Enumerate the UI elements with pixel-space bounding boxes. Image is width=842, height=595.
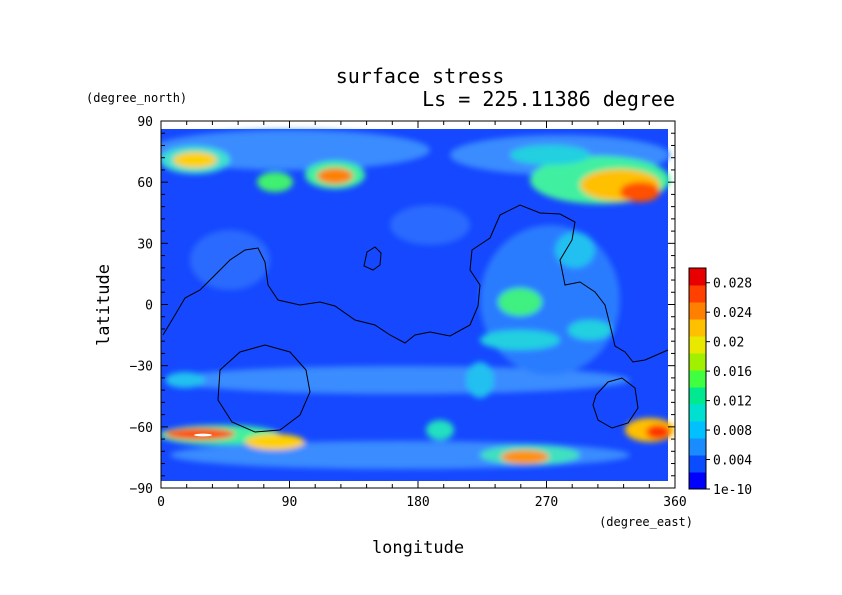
y-tick-label: 30: [137, 237, 153, 252]
colorbar-frame: [688, 267, 707, 490]
colorbar: 0.028 0.024 0.02 0.016 0.012 0.008 0.004 1e-10: [688, 267, 752, 498]
x-axis-label: longitude: [372, 538, 464, 558]
heatmap-field: [161, 130, 675, 469]
colorbar-segment: [689, 370, 706, 388]
colorbar-tick-label: 0.008: [713, 424, 752, 439]
y-tick-label: −90: [130, 482, 153, 497]
colorbar-segment: [689, 404, 706, 422]
colorbar-segment: [689, 455, 706, 473]
colorbar-segment: [689, 285, 706, 303]
colorbar-tick-label: 0.012: [713, 395, 752, 410]
colorbar-tick-label: 0.028: [713, 277, 752, 292]
colorbar-tick-label: 1e-10: [713, 483, 752, 498]
x-tick-label: 360: [663, 495, 686, 510]
y-tick-label: 90: [137, 115, 153, 130]
colorbar-segment: [689, 319, 706, 337]
y-units-label: (degree_north): [86, 91, 187, 105]
y-tick-label: −60: [130, 421, 153, 436]
contour-basin-east: [592, 377, 639, 429]
x-tick-label: 90: [282, 495, 298, 510]
colorbar-segment: [689, 421, 706, 439]
x-tick-label: 180: [406, 495, 429, 510]
y-tick-label: −30: [130, 360, 153, 375]
contour-lines: [162, 204, 669, 433]
colorbar-segment: [689, 438, 706, 456]
colorbar-segment: [689, 302, 706, 320]
plot-area: [161, 121, 675, 488]
y-axis-label: latitude: [94, 264, 114, 346]
y-tick-label: 0: [145, 299, 153, 314]
colorbar-segment: [689, 353, 706, 371]
colorbar-tick-label: 0.016: [713, 365, 752, 380]
x-axis: 0 90 180 270 360: [157, 121, 687, 510]
x-tick-label: 0: [157, 495, 165, 510]
colorbar-segment: [689, 387, 706, 405]
x-units-label: (degree_east): [599, 515, 693, 529]
colorbar-segment: [689, 472, 706, 490]
colorbar-tick-label: 0.004: [713, 454, 752, 469]
chart-title: surface stress: [336, 64, 505, 88]
x-tick-label: 270: [535, 495, 558, 510]
colorbar-tick-label: 0.024: [713, 306, 752, 321]
y-axis: 90 60 30 0 −30 −60 −90: [130, 115, 675, 497]
contour-basin-west: [217, 344, 311, 433]
y-tick-label: 60: [137, 176, 153, 191]
contour-main: [162, 204, 669, 363]
zero-contour-mark: [194, 433, 212, 437]
colorbar-tick-label: 0.02: [713, 336, 744, 351]
chart-subtitle: Ls = 225.11386 degree: [422, 87, 675, 111]
colorbar-segment: [689, 336, 706, 354]
colorbar-segment: [689, 268, 706, 286]
contour-small-island: [363, 246, 382, 271]
